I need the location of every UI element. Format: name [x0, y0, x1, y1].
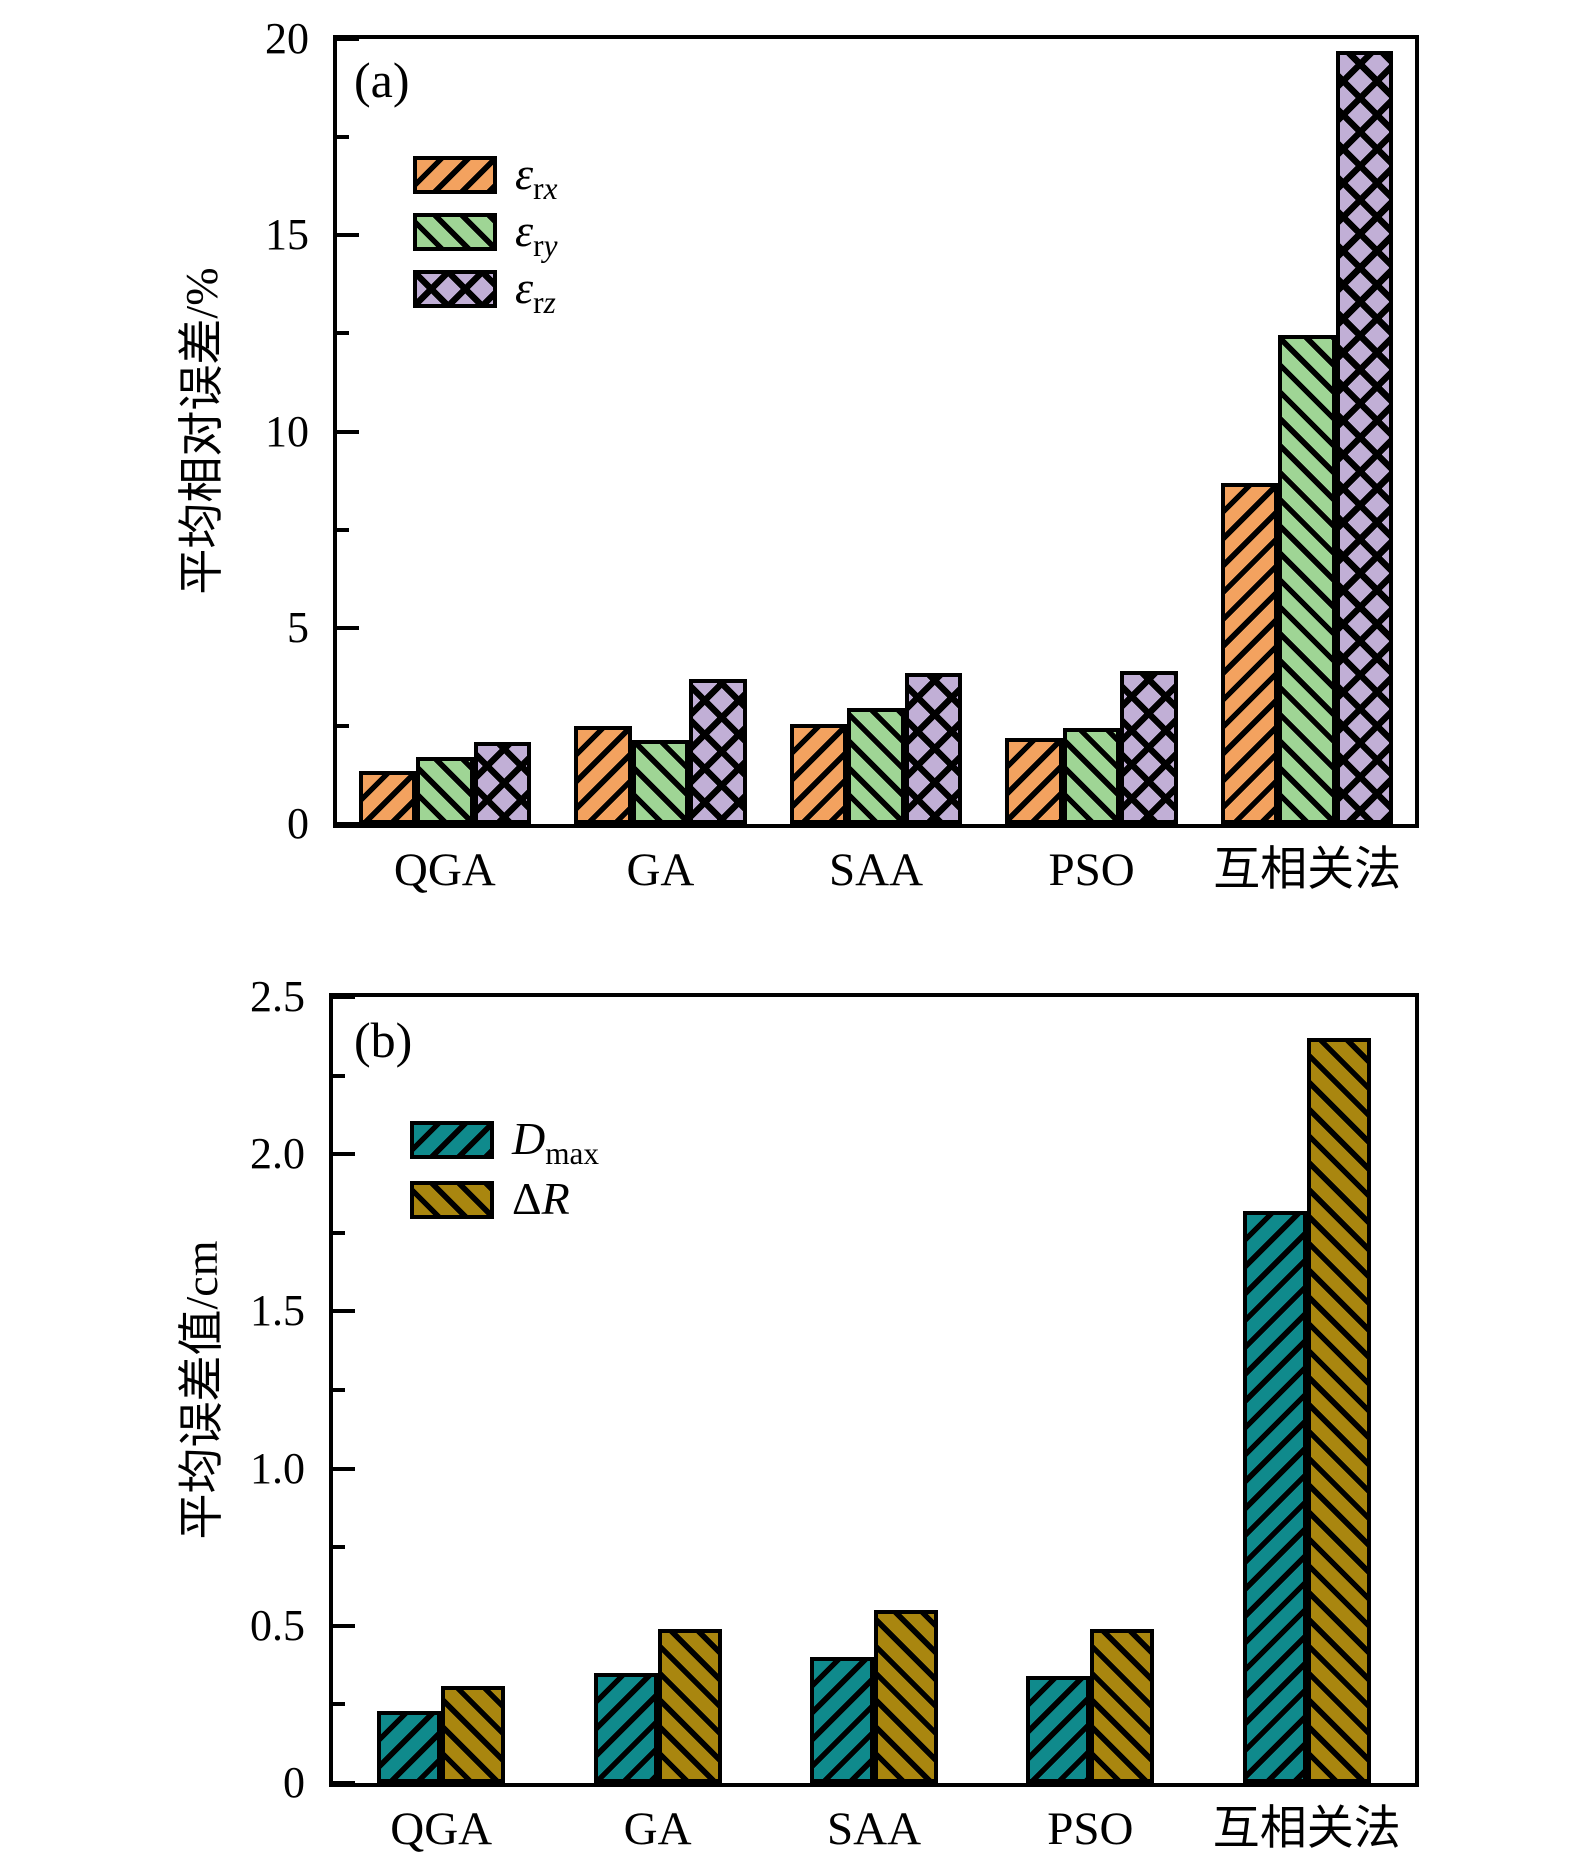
bar-ery-qga	[416, 757, 474, 824]
y-minor-tick	[333, 1230, 345, 1235]
y-major-tick	[333, 995, 355, 999]
legend-label-part: r	[533, 228, 544, 264]
legend-label-part: Δ	[512, 1173, 542, 1224]
legend-label-part: max	[545, 1136, 600, 1172]
bar-erx-qga	[358, 771, 417, 824]
y-tick-label: 1.0	[250, 1443, 305, 1493]
legend-label-dr: ΔR	[512, 1173, 570, 1225]
bar-erx-pso	[1005, 737, 1063, 824]
y-major-tick	[333, 1781, 355, 1785]
y-minor-tick	[337, 723, 349, 728]
legend-label-part: D	[512, 1113, 546, 1164]
legend-label-part: ε	[515, 262, 534, 313]
legend-label-part: R	[541, 1173, 570, 1224]
y-axis-title-b: 平均误差值/cm	[176, 1240, 227, 1540]
y-axis-title-a: 平均相对误差/%	[176, 267, 227, 595]
legend-swatch-dmax	[410, 1121, 494, 1159]
bar-ery-ga	[631, 739, 690, 824]
y-major-tick	[333, 1309, 355, 1314]
legend-label-part: ε	[515, 205, 534, 256]
x-category-label-saa: SAA	[828, 844, 924, 896]
y-minor-tick	[333, 1073, 345, 1078]
y-major-tick	[337, 822, 359, 826]
legend-label-erz: εrz	[515, 262, 556, 318]
y-minor-tick	[337, 331, 349, 336]
legend-label-part: y	[543, 228, 558, 264]
y-tick-label: 2.0	[250, 1129, 305, 1179]
legend-label-ery: εry	[515, 205, 557, 261]
x-category-label-qga: QGA	[390, 1803, 493, 1855]
bar-dr-ga	[657, 1628, 722, 1783]
y-major-tick	[337, 233, 359, 238]
bar-ery-xcorr	[1278, 335, 1336, 824]
y-major-tick	[337, 625, 359, 630]
bar-ery-pso	[1062, 727, 1121, 824]
legend-swatch-erx	[413, 156, 497, 194]
legend-label-erx: εrx	[515, 148, 557, 204]
y-tick-label: 20	[265, 14, 309, 63]
legend-swatch-ery	[413, 213, 497, 251]
y-tick-label: 2.5	[250, 972, 305, 1021]
y-minor-tick	[333, 1545, 345, 1550]
bar-dr-qga	[441, 1685, 506, 1783]
bar-dmax-qga	[377, 1710, 442, 1783]
bar-erx-saa	[789, 723, 848, 824]
legend-label-dmax: Dmax	[512, 1113, 599, 1169]
y-tick-label: 15	[265, 210, 309, 260]
panel-label-b: (b)	[354, 1012, 413, 1068]
y-major-tick	[337, 429, 359, 434]
bar-erz-qga	[473, 741, 532, 824]
bar-dmax-ga	[593, 1672, 658, 1783]
y-major-tick	[333, 1623, 355, 1628]
y-tick-label: 0	[287, 799, 309, 848]
y-minor-tick	[337, 527, 349, 532]
bar-dmax-pso	[1026, 1676, 1091, 1783]
x-category-label-pso: PSO	[1047, 1803, 1134, 1855]
y-major-tick	[337, 37, 359, 41]
bar-dr-xcorr	[1306, 1037, 1371, 1783]
y-minor-tick	[333, 1702, 345, 1707]
y-tick-label: 0.5	[250, 1600, 305, 1650]
bar-dmax-saa	[810, 1657, 874, 1783]
legend-swatch-dr	[410, 1181, 494, 1219]
y-major-tick	[333, 1152, 355, 1157]
x-category-label-saa: SAA	[826, 1803, 922, 1855]
y-tick-label: 10	[265, 406, 309, 456]
x-category-label-pso: PSO	[1048, 844, 1135, 896]
x-category-label-ga: GA	[623, 1803, 692, 1855]
legend-label-part: ε	[515, 148, 534, 199]
bar-dmax-xcorr	[1242, 1210, 1307, 1783]
x-category-label-qga: QGA	[393, 844, 496, 896]
x-category-label-xcorr: 互相关法	[1212, 1803, 1401, 1855]
bar-erx-ga	[574, 725, 632, 824]
legend-label-part: z	[543, 285, 556, 321]
bar-erx-xcorr	[1220, 482, 1279, 824]
legend-label-part: x	[543, 171, 558, 207]
x-category-label-xcorr: 互相关法	[1213, 844, 1402, 896]
legend-label-part: r	[533, 285, 544, 321]
y-tick-label: 1.5	[250, 1286, 305, 1336]
bar-erz-ga	[689, 678, 747, 824]
y-minor-tick	[333, 1388, 345, 1392]
legend-swatch-erz	[413, 270, 497, 308]
panel-label-a: (a)	[354, 52, 410, 108]
y-tick-label: 0	[283, 1758, 305, 1807]
bar-erz-saa	[904, 672, 963, 824]
bar-erz-pso	[1120, 670, 1178, 824]
legend-label-part: r	[533, 171, 544, 207]
bar-dr-saa	[874, 1610, 938, 1783]
bar-erz-xcorr	[1335, 50, 1394, 824]
y-major-tick	[333, 1466, 355, 1471]
bar-ery-saa	[847, 708, 905, 824]
y-tick-label: 5	[287, 602, 309, 652]
x-category-label-ga: GA	[626, 844, 695, 896]
y-minor-tick	[337, 135, 349, 140]
bar-dr-pso	[1090, 1628, 1155, 1783]
